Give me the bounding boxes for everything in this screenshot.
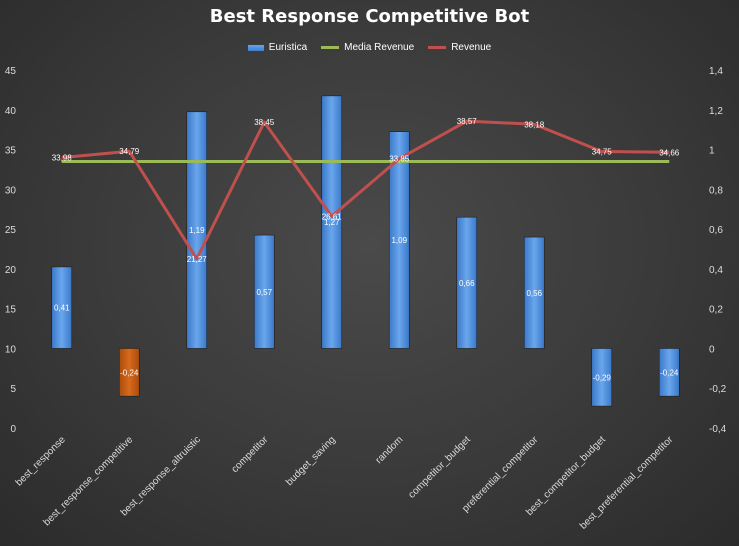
y-left-tick-label: 25 bbox=[5, 225, 17, 236]
chart-title: Best Response Competitive Bot bbox=[209, 6, 530, 27]
y-right-tick-label: 0,2 bbox=[709, 305, 723, 316]
y-right-tick-label: -0,2 bbox=[709, 384, 727, 395]
legend-item-media-revenue: Media Revenue bbox=[321, 42, 414, 53]
bar bbox=[523, 236, 545, 349]
y-right-tick-label: 0,8 bbox=[709, 185, 723, 196]
revenue-data-label: 34,75 bbox=[592, 148, 613, 157]
y-left-tick-label: 20 bbox=[5, 265, 17, 276]
bar bbox=[321, 95, 343, 349]
bar bbox=[186, 111, 208, 349]
revenue-data-label: 38,45 bbox=[254, 118, 275, 127]
bar-data-label: 0,56 bbox=[526, 289, 542, 298]
x-tick-label: best_response bbox=[14, 434, 68, 488]
revenue-data-label: 26,61 bbox=[322, 212, 343, 221]
revenue-data-label: 38,57 bbox=[457, 117, 478, 126]
y-left-tick-label: 0 bbox=[10, 424, 16, 435]
y-left-tick-label: 15 bbox=[5, 305, 17, 316]
bar-data-label: -0,24 bbox=[660, 368, 679, 377]
bar-data-label: 1,09 bbox=[391, 236, 407, 245]
bar-data-label: 0,41 bbox=[54, 304, 70, 313]
y-left-tick-label: 5 bbox=[10, 384, 16, 395]
legend-swatch-media-revenue bbox=[321, 46, 340, 49]
y-right-tick-label: 0,4 bbox=[709, 265, 723, 276]
y-left-tick-label: 45 bbox=[5, 66, 17, 77]
y-right-tick-label: -0,4 bbox=[709, 424, 727, 435]
revenue-data-label: 38,18 bbox=[524, 120, 545, 129]
bar bbox=[456, 216, 478, 349]
bar-data-label: 0,57 bbox=[256, 288, 272, 297]
legend-label-revenue: Revenue bbox=[451, 42, 492, 53]
revenue-data-label: 33,85 bbox=[389, 155, 410, 164]
bar-data-label: -0,29 bbox=[593, 373, 612, 382]
bar-data-label: 1,19 bbox=[189, 226, 205, 235]
legend-swatch-revenue bbox=[428, 46, 447, 49]
legend-label-media-revenue: Media Revenue bbox=[344, 42, 415, 53]
revenue-data-label: 33,98 bbox=[52, 154, 73, 163]
bar bbox=[253, 234, 275, 349]
legend-item-euristica: Euristica bbox=[247, 42, 308, 53]
series-line-revenue bbox=[61, 119, 670, 261]
bar bbox=[51, 266, 73, 349]
legend: Euristica Media Revenue Revenue bbox=[0, 42, 739, 53]
y-right-tick-label: 0 bbox=[709, 344, 715, 355]
legend-item-revenue: Revenue bbox=[428, 42, 491, 53]
x-tick-label: preferential_competitor bbox=[460, 434, 541, 515]
revenue-data-label: 34,79 bbox=[119, 147, 140, 156]
y-left-tick-label: 40 bbox=[5, 106, 17, 117]
bar bbox=[591, 348, 613, 407]
y-right-tick-label: 1,2 bbox=[709, 106, 723, 117]
revenue-data-label: 34,66 bbox=[659, 148, 680, 157]
x-tick-label: budget_saving bbox=[284, 434, 338, 488]
legend-label-euristica: Euristica bbox=[268, 42, 308, 53]
y-left-tick-label: 10 bbox=[5, 344, 17, 355]
y-right-tick-label: 0,6 bbox=[709, 225, 723, 236]
legend-swatch-euristica bbox=[247, 44, 264, 51]
bar-data-label: 0,66 bbox=[459, 279, 475, 288]
revenue-data-label: 21,27 bbox=[187, 255, 208, 264]
y-right-tick-label: 1,4 bbox=[709, 66, 723, 77]
bar-data-label: -0,24 bbox=[120, 368, 139, 377]
bar bbox=[658, 348, 680, 397]
bar-data-label: 1,27 bbox=[324, 218, 340, 227]
x-tick-label: competitor bbox=[230, 434, 271, 475]
x-tick-label: best_response_altruistic bbox=[119, 434, 203, 518]
y-right-tick-label: 1 bbox=[709, 146, 715, 157]
x-tick-label: random bbox=[374, 434, 406, 466]
x-tick-label: competitor_budget bbox=[407, 434, 474, 501]
y-left-tick-label: 35 bbox=[5, 146, 17, 157]
bar bbox=[388, 131, 410, 349]
y-left-tick-label: 30 bbox=[5, 185, 17, 196]
bar bbox=[118, 348, 140, 397]
